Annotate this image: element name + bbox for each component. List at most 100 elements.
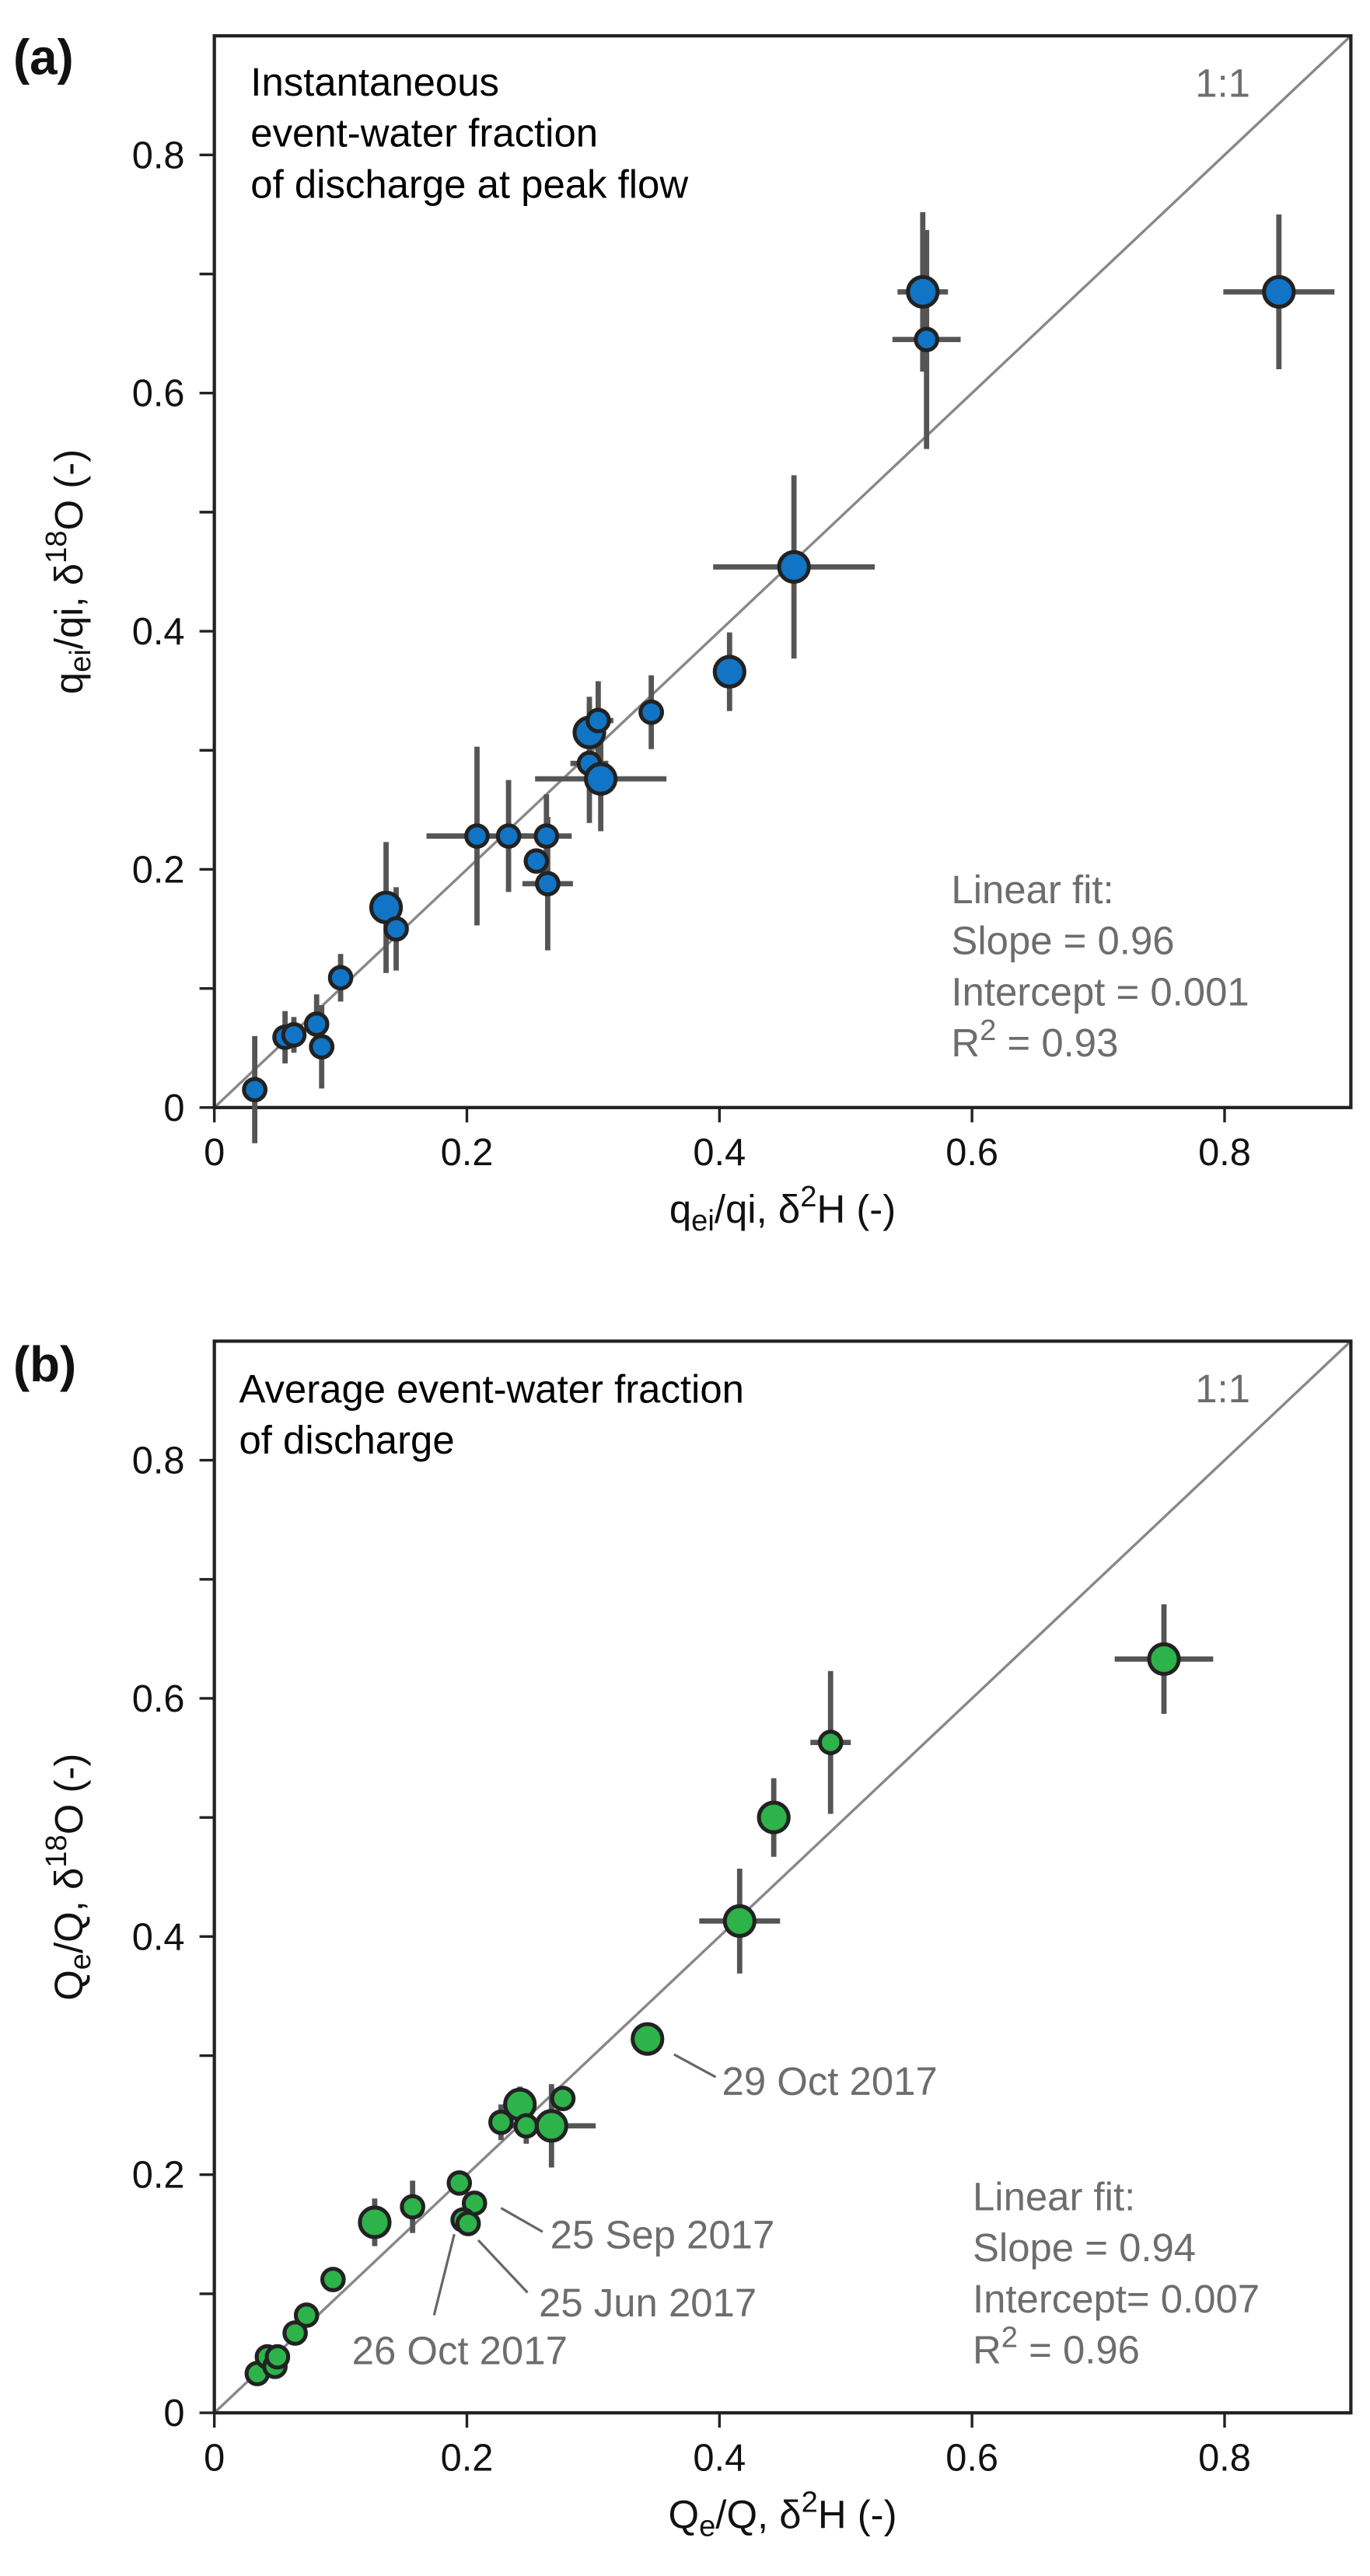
y-axis-label-part: /qi, δ — [47, 564, 91, 649]
data-point — [1147, 1642, 1181, 1677]
y-axis-label: qei/qi, δ18O (-) — [40, 449, 97, 694]
y-tick-label: 0.4 — [132, 1916, 185, 1958]
data-point — [282, 2320, 308, 2346]
annotation-leader — [477, 2239, 529, 2294]
data-point — [320, 2267, 346, 2292]
y-axis-label-part: Q — [47, 1970, 91, 2001]
panel-title-line: event-water fraction — [250, 111, 598, 155]
data-point — [523, 848, 550, 874]
annotation-label: 25 Sep 2017 — [550, 2213, 775, 2257]
fit-r2-part: R — [951, 1021, 980, 1065]
y-tick-label: 0.6 — [132, 1678, 185, 1720]
data-point — [464, 823, 490, 849]
x-axis-label-part: Q — [668, 2493, 699, 2537]
data-point — [383, 916, 409, 942]
y-axis-label-part: O (-) — [47, 1754, 91, 1835]
y-tick-label: 0.8 — [132, 134, 185, 176]
panel-b: 1:100.20.40.60.80 0.2 0.4 0.6 0.8Qe/Q, δ2H (… — [13, 1337, 1353, 2543]
fit-stat-line: Slope = 0.94 — [973, 2225, 1196, 2270]
data-point — [550, 2086, 576, 2111]
data-point — [535, 871, 561, 897]
x-axis-label-part: H (-) — [816, 1187, 896, 1231]
x-axis-label-part: /qi, δ — [715, 1187, 800, 1231]
annotation-leader — [432, 2233, 456, 2316]
fit-stat-line: Linear fit: — [973, 2174, 1135, 2218]
axes-frame — [212, 1339, 1353, 2415]
one-to-one-label: 1:1 — [1195, 1367, 1250, 1411]
x-axis-label-part: q — [669, 1187, 691, 1231]
data-point — [631, 2022, 665, 2056]
x-tick-label: 0.2 — [441, 1132, 494, 1174]
x-axis-label: Qe/Q, δ2H (-) — [668, 2485, 896, 2543]
panel-label: (a) — [13, 30, 74, 85]
fit-r2-part: R — [973, 2327, 1001, 2372]
y-axis-label-part: /Q, δ — [47, 1868, 91, 1953]
x-tick-label: 0.6 — [945, 2437, 998, 2479]
panel-title-line: Instantaneous — [250, 60, 499, 104]
y-axis-label-part: ei — [64, 649, 97, 672]
y-tick-label: 0.4 — [132, 611, 185, 653]
data-point — [585, 707, 611, 734]
panel-title-line: of discharge at peak flow — [250, 162, 688, 206]
x-tick-label: 0.6 — [945, 1132, 998, 1174]
one-to-one-label: 1:1 — [1195, 61, 1250, 106]
data-point — [513, 2113, 540, 2139]
y-axis-label-part: e — [64, 1953, 97, 1970]
fit-r2: R2 = 0.93 — [951, 1014, 1118, 1066]
data-point — [327, 965, 354, 991]
data-point — [906, 274, 940, 309]
x-tick-label: 0.8 — [1198, 2437, 1251, 2479]
data-point — [914, 326, 939, 353]
data-point — [293, 2302, 320, 2328]
y-axis-label-part: q — [47, 672, 91, 694]
axes-frame — [212, 33, 1353, 1109]
data-point — [1262, 274, 1296, 309]
fit-stat-line: Linear fit: — [951, 867, 1113, 912]
data-point — [817, 1730, 844, 1755]
annotation-leader — [500, 2207, 543, 2233]
x-tick-label: 0.4 — [693, 2437, 746, 2479]
fit-r2: R2 = 0.96 — [973, 2320, 1140, 2372]
x-axis-label-part: 2 — [800, 1180, 816, 1213]
data-point — [757, 1800, 791, 1834]
x-axis-label-part: 2 — [802, 2485, 818, 2518]
panel-title-line: of discharge — [239, 1418, 454, 1462]
y-tick-label: 0.6 — [132, 373, 185, 415]
fit-r2-part: = 0.93 — [996, 1021, 1118, 1065]
x-axis-label-part: ei — [691, 1204, 715, 1237]
data-point — [400, 2194, 425, 2220]
data-point — [242, 1077, 267, 1103]
data-point — [264, 2344, 291, 2370]
data-point — [446, 2170, 473, 2196]
fit-stat-line: Slope = 0.96 — [951, 919, 1174, 963]
data-point — [712, 654, 746, 689]
y-axis-label: Qe/Q, δ18O (-) — [40, 1754, 97, 2001]
y-tick-label: 0.2 — [132, 849, 185, 891]
y-tick-label: 0.8 — [132, 1440, 185, 1482]
x-axis-label-part: H (-) — [818, 2493, 897, 2537]
x-tick-label: 0.4 — [693, 1132, 746, 1174]
data-point — [584, 762, 618, 796]
data-point — [281, 1022, 307, 1048]
fit-stat-line: Intercept = 0.001 — [951, 969, 1249, 1014]
panel-title-line: Average event-water fraction — [239, 1367, 743, 1411]
one-to-one-line — [213, 1340, 1352, 2414]
data-point — [638, 699, 664, 725]
data-point — [309, 1034, 335, 1060]
annotation-label: 29 Oct 2017 — [722, 2059, 938, 2103]
data-point — [533, 823, 560, 849]
data-point — [358, 2205, 392, 2239]
data-point — [455, 2211, 481, 2236]
y-tick-label: 0.2 — [132, 2155, 185, 2197]
x-axis-label: qei/qi, δ2H (-) — [669, 1180, 896, 1237]
x-axis-label-part: e — [699, 2509, 715, 2543]
data-point — [488, 2109, 514, 2135]
fit-stat-line: Intercept= 0.007 — [973, 2277, 1260, 2321]
data-point — [495, 823, 522, 849]
annotation-leader — [673, 2053, 717, 2079]
x-axis-label-part: /Q, δ — [715, 2493, 801, 2537]
fit-r2-part: 2 — [1001, 2320, 1018, 2354]
x-tick-label: 0 — [204, 1132, 225, 1174]
annotation-label: 26 Oct 2017 — [352, 2328, 568, 2372]
